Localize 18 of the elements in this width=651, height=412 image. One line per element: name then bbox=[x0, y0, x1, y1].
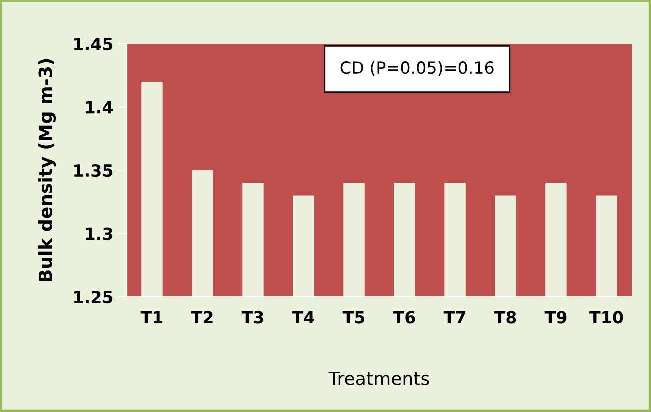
x-tick-label: T1 bbox=[140, 311, 163, 324]
x-tick-label: T4 bbox=[292, 311, 314, 324]
x-tick-label: T6 bbox=[393, 311, 416, 324]
y-tick-label: 1.3 bbox=[86, 228, 112, 240]
y-tick-label: 1.35 bbox=[74, 164, 113, 178]
x-axis-title: Treatments bbox=[328, 372, 430, 386]
x-tick-label: T5 bbox=[342, 311, 365, 324]
x-tick-label: T2 bbox=[191, 311, 213, 324]
y-tick-label: 1.4 bbox=[86, 101, 114, 114]
y-tick-label: 1.45 bbox=[74, 38, 113, 51]
annotation: CD (P=0.05)=0.16 bbox=[340, 61, 494, 76]
x-tick-label: T9 bbox=[544, 311, 567, 324]
y-tick-label: 1.25 bbox=[74, 290, 113, 304]
x-tick-label: T7 bbox=[444, 311, 466, 324]
y-axis-title: Bulk density (Mg m-3) bbox=[38, 59, 56, 282]
x-tick-label: T10 bbox=[590, 311, 624, 324]
x-tick-label: T3 bbox=[242, 311, 264, 324]
x-tick-label: T8 bbox=[494, 311, 516, 324]
